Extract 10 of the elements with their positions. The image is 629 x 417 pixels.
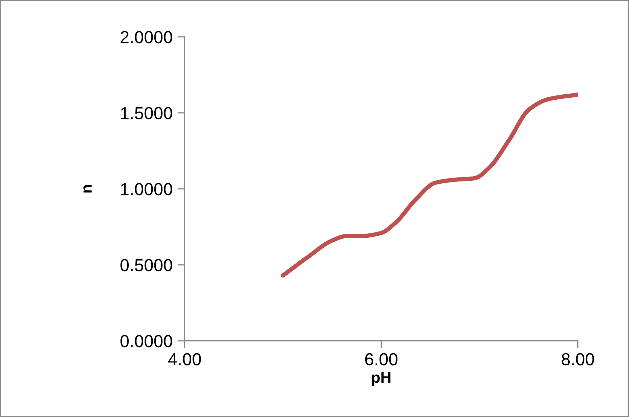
y-tick-label: 2.0000: [120, 31, 172, 44]
x-tick-label: 8.00: [562, 353, 594, 366]
x-tick-label: 4.00: [168, 353, 202, 366]
y-axis-title: n: [84, 185, 92, 193]
y-tick-label: 1.5000: [121, 107, 172, 120]
x-axis-title: pH: [372, 372, 391, 386]
y-tick-label: 0.0000: [120, 335, 172, 348]
y-tick-label: 1.0000: [121, 183, 172, 196]
y-tick-label: 0.5000: [120, 259, 172, 272]
x-tick-label: 6.00: [365, 353, 398, 366]
